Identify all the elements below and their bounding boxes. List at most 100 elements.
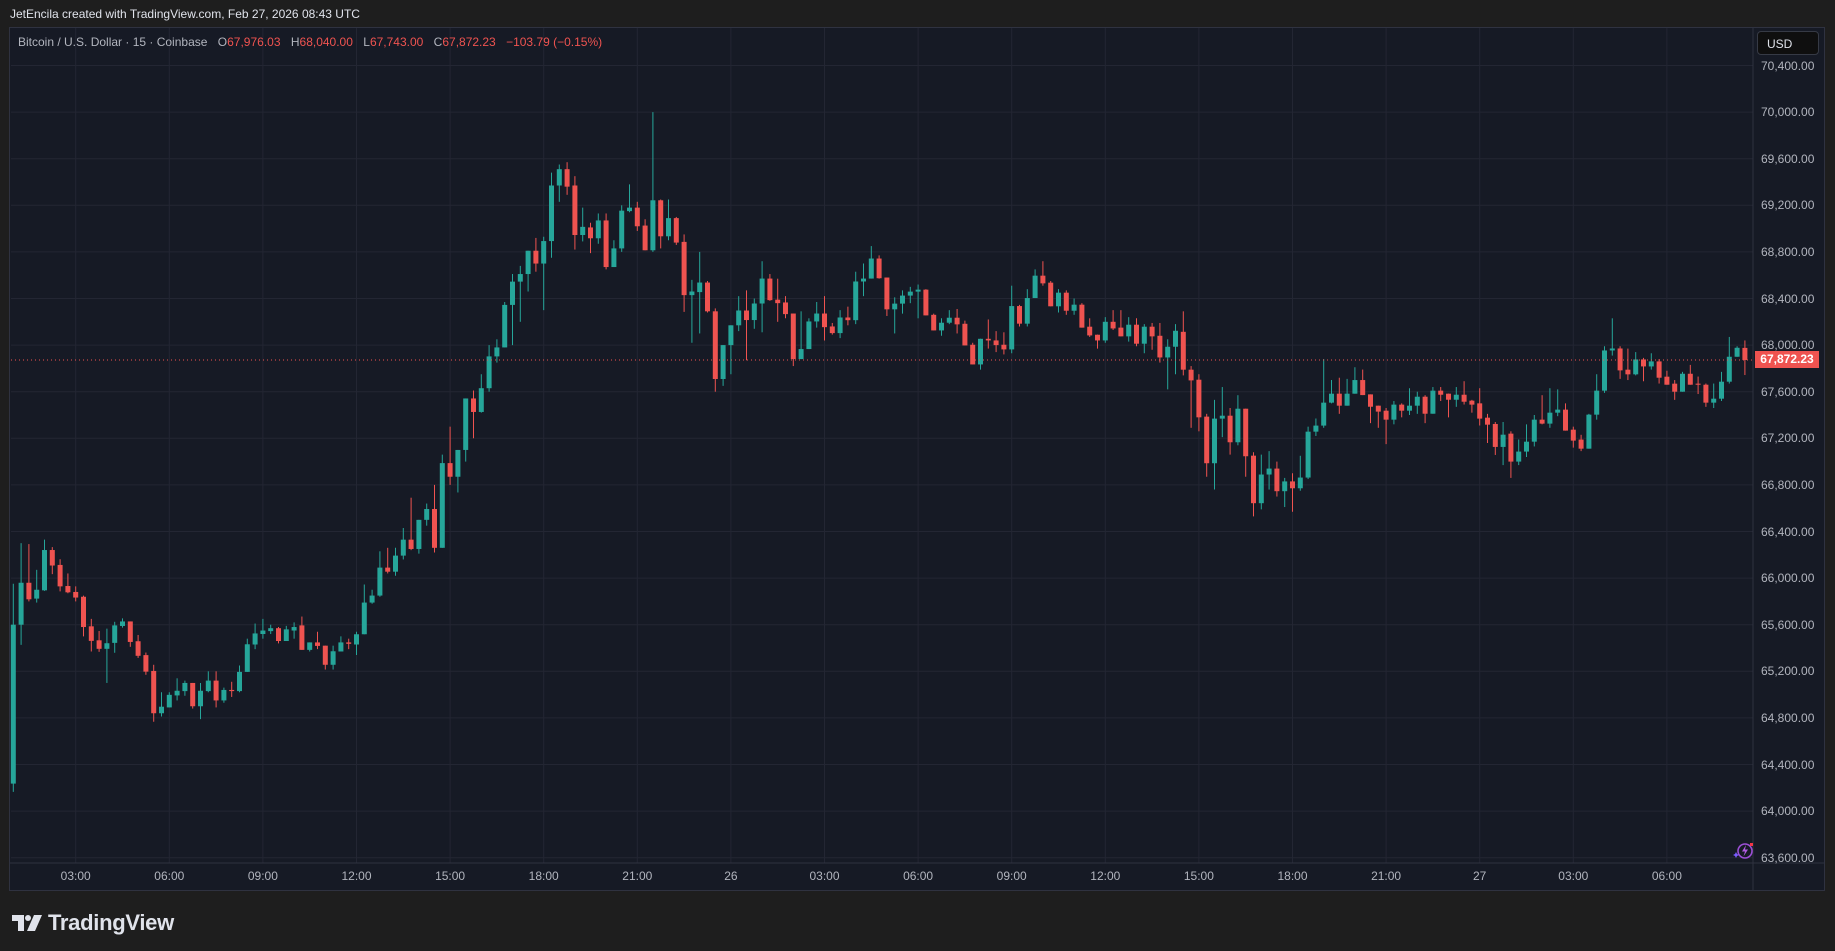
candle-down [81,595,86,637]
candle-up [720,345,726,386]
candle-up [1453,387,1459,407]
candle-up [853,271,859,325]
candle-body [1274,468,1280,492]
candle-up [1102,317,1108,343]
price-tick-label: 64,000.00 [1761,804,1815,819]
candle-up [1219,387,1225,438]
candle-down [1578,434,1584,452]
tradingview-logo[interactable]: TradingView [12,910,174,936]
candle-up [1313,418,1319,436]
candle-body [455,449,461,477]
candle-down [65,573,71,594]
candle-body [1149,326,1155,337]
candle-body [1594,390,1600,415]
candle-body [876,258,882,279]
candle-body [549,185,554,242]
candle-body [1243,408,1249,457]
candle-down [1742,340,1748,376]
grid-lines [11,28,1753,863]
candle-down [1656,359,1662,384]
candle-down [1399,403,1405,418]
candle-down [1570,426,1576,448]
candle-down [73,586,79,602]
candle-up [205,671,211,693]
candle-up [1414,391,1420,414]
candle-body [330,651,336,665]
candle-body [127,621,133,642]
candle-down [962,320,968,346]
candle-body [81,596,86,628]
candle-body [1500,434,1506,447]
candle-up [182,680,188,696]
time-tick-label: 03:00 [1558,869,1589,883]
candle-body [1407,405,1412,411]
candles [10,112,1748,792]
candle-up [416,519,422,554]
candle-up [1524,424,1529,457]
candle-up [159,692,164,717]
candle-up [455,449,461,493]
candle-down [1001,332,1007,355]
candle-body [283,629,289,642]
candle-body [1438,390,1444,395]
candle-body [1095,334,1100,341]
candle-body [736,310,742,326]
candle-up [1212,399,1217,490]
candle-up [751,298,757,329]
candle-body [1290,481,1295,489]
lightning-sparkle-icon[interactable] [1733,841,1755,861]
close-label: C [433,35,443,49]
candle-up [978,338,983,370]
candle-body [1383,410,1389,420]
candle-up [900,290,905,314]
candle-body [1141,326,1147,344]
candle-down [1087,318,1093,337]
candle-body [697,282,703,293]
candle-body [985,338,991,341]
candle-body [1625,369,1631,375]
candle-body [564,169,570,187]
price-tick-label: 64,400.00 [1761,757,1815,772]
candle-body [634,207,640,227]
time-tick-label: 06:00 [154,869,185,883]
candle-body [361,602,367,635]
candle-up [1680,371,1685,392]
candle-body [1102,321,1108,341]
candle-up [1071,298,1077,315]
candle-body [556,169,562,186]
price-tick-label: 67,200.00 [1761,431,1815,446]
candle-body [260,630,266,635]
candle-body [845,317,851,321]
candle-body [1134,324,1139,344]
candle-up [268,624,274,635]
candle-body [1048,282,1054,307]
candle-down [127,621,133,647]
candle-down [1461,381,1467,405]
candle-down [88,618,94,652]
candle-down [143,652,149,675]
candle-down [954,308,960,334]
candle-body [1485,417,1490,425]
candle-down [1492,421,1498,455]
candle-body [1719,381,1724,399]
price-tick-label: 67,600.00 [1761,384,1815,399]
candle-body [673,218,679,243]
candle-body [1703,384,1709,403]
high-value: 68,040.00 [299,35,353,49]
candle-body [354,634,359,645]
currency-button[interactable]: USD [1757,31,1819,55]
candle-body [151,670,157,714]
candle-down [1383,408,1389,445]
candle-down [1149,322,1155,350]
candle-down [931,313,937,331]
candle-up [868,246,874,279]
candle-body [1212,418,1217,464]
symbol-title[interactable]: Bitcoin / U.S. Dollar · 15 · Coinbase [18,35,208,49]
price-tick-label: 70,000.00 [1761,105,1815,120]
candle-down [471,390,476,439]
candle-down [49,547,55,575]
price-tick-label: 69,600.00 [1761,151,1815,166]
candle-body [166,694,172,708]
close-value: 67,872.23 [442,35,496,49]
